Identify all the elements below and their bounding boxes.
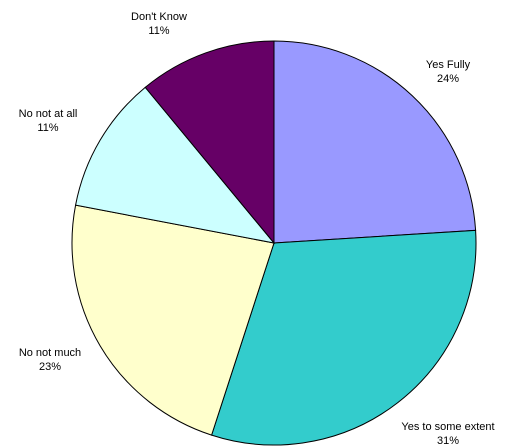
pie-slice — [210, 229, 477, 446]
slice-percent-label: 11% — [148, 25, 169, 37]
slice-percent-label: 24% — [437, 73, 459, 85]
slice-percent-label: 23% — [39, 361, 61, 373]
slice-label: Yes Fully — [426, 59, 471, 71]
pie-slice — [74, 86, 276, 244]
slice-label: No not much — [19, 347, 81, 359]
pie-slices — [71, 40, 477, 446]
slice-label: Yes to some extent — [401, 421, 494, 433]
slice-percent-label: 31% — [437, 435, 459, 446]
pie-labels: Yes Fully 24% Yes to some extent 31% No not … — [19, 11, 495, 446]
pie-slice — [71, 204, 275, 436]
pie-slice — [273, 40, 477, 244]
pie-slice — [144, 40, 275, 245]
slice-percent-label: 11% — [37, 122, 58, 134]
slice-label: Don't Know — [131, 11, 187, 23]
slice-label: No not at all — [19, 108, 78, 120]
